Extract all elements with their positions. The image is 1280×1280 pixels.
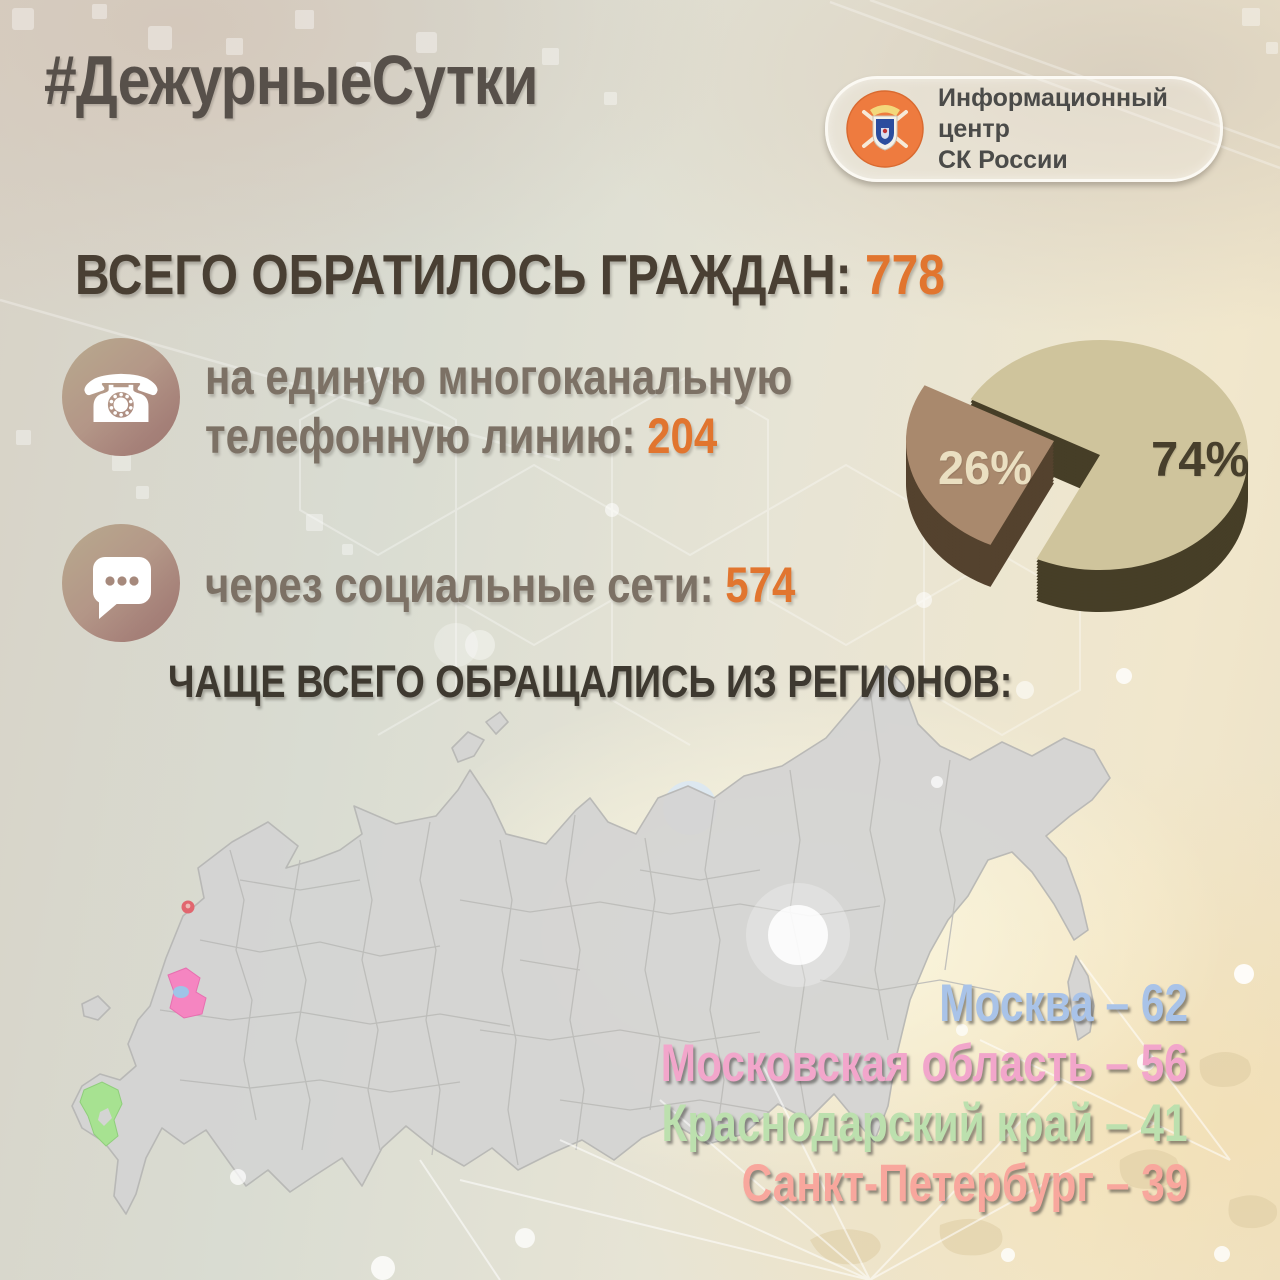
total-label: ВСЕГО ОБРАТИЛОСЬ ГРАЖДАН: <box>75 243 852 307</box>
map-mainland <box>71 665 1111 1215</box>
pie-chart <box>905 340 1248 613</box>
phone-icon: ☎ <box>62 338 180 456</box>
region-row-moscow: Москва – 62 <box>939 974 1188 1033</box>
phone-line2: телефонную линию: <box>205 408 636 464</box>
chat-bubble-glyph <box>93 557 151 619</box>
pie-label-26: 26% <box>937 441 1033 494</box>
total-value: 778 <box>864 243 945 307</box>
map-island-novaya-zemlya-2 <box>485 711 509 735</box>
hashtag-text: #ДежурныеСутки <box>44 41 539 119</box>
pie-label-74: 74% <box>1150 433 1250 487</box>
badge-org-line1: Информационный центр <box>938 83 1168 143</box>
region-row-moscow-oblast: Московская область – 56 <box>661 1034 1188 1093</box>
social-value: 574 <box>725 557 796 613</box>
map-island-novaya-zemlya <box>451 731 485 763</box>
phone-glyph: ☎ <box>79 360 163 438</box>
map-kaliningrad <box>81 995 111 1021</box>
phone-value: 204 <box>647 408 718 464</box>
total-line: ВСЕГО ОБРАТИЛОСЬ ГРАЖДАН: 778 <box>75 242 1111 308</box>
region-row-krasnodar: Краснодарский край – 41 <box>661 1094 1188 1153</box>
hashtag-title: #ДежурныеСутки <box>44 40 632 120</box>
phone-text: на единую многоканальную телефонную лини… <box>205 348 904 466</box>
map-region-adygea <box>98 1108 112 1126</box>
regions-heading: ЧАЩЕ ВСЕГО ОБРАЩАЛИСЬ ИЗ РЕГИОНОВ: <box>168 656 1013 707</box>
region-row-saint-petersburg: Санкт-Петербург – 39 <box>741 1154 1188 1213</box>
chat-icon <box>62 524 180 642</box>
social-text: через социальные сети: 574 <box>205 556 908 615</box>
map-island-sakhalin <box>1067 955 1095 1041</box>
phone-line1: на единую многоканальную <box>205 349 793 405</box>
badge-org-line2: СК России <box>938 145 1068 174</box>
sk-emblem-icon <box>846 90 924 168</box>
region-list: Москва – 62 Московская область – 56 Крас… <box>529 974 1188 1214</box>
sk-badge: Информационный центр СК России <box>825 76 1223 182</box>
social-label: через социальные сети: <box>205 557 714 613</box>
map-marker-saint-petersburg-center <box>185 903 191 909</box>
phone-icon-shadow <box>62 338 180 456</box>
map-region-moscow <box>173 986 189 998</box>
badge-text: Информационный центр СК России <box>938 83 1220 176</box>
